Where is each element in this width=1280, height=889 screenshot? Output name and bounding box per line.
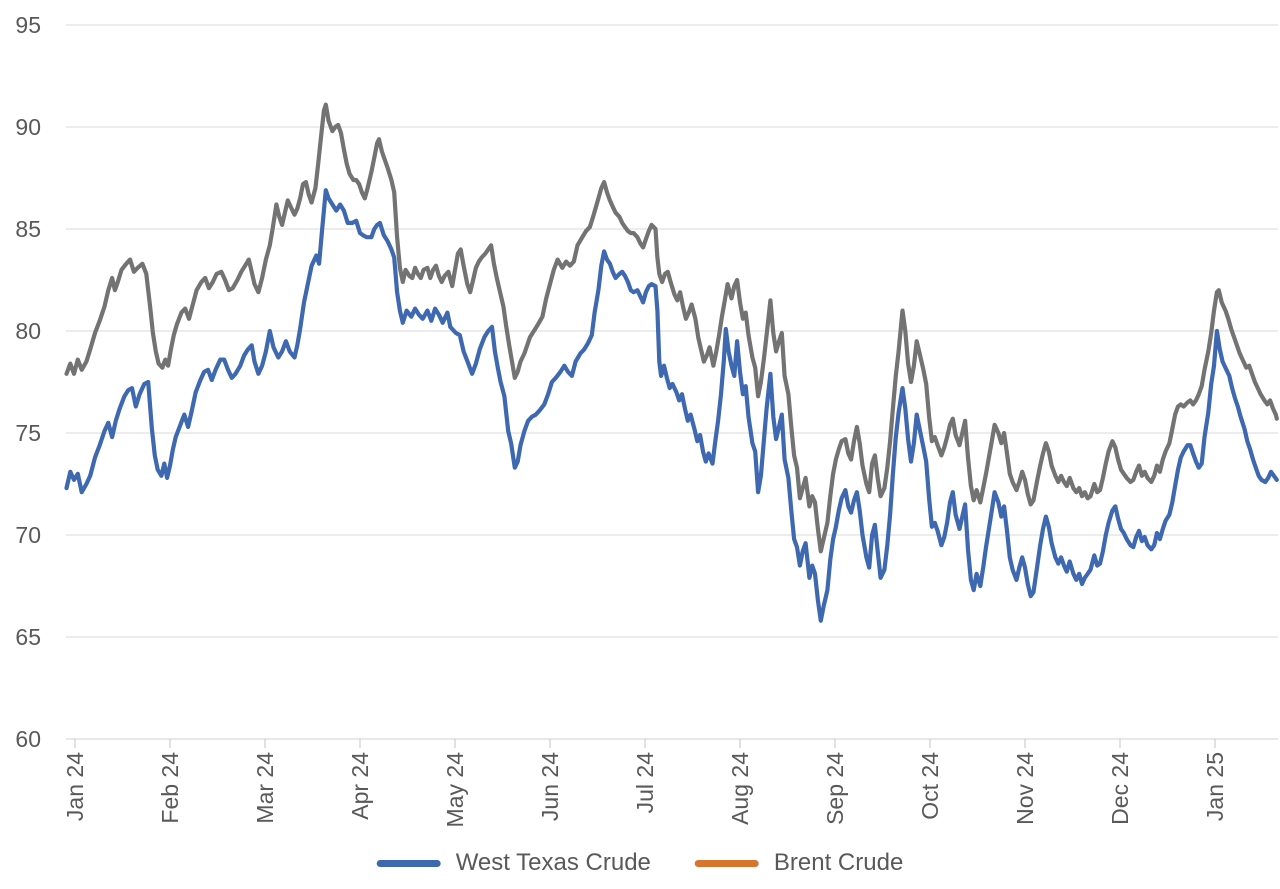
brent-crude-legend-swatch xyxy=(694,859,759,867)
west-texas-crude-line xyxy=(64,188,1279,623)
legend: West Texas Crude Brent Crude xyxy=(376,849,904,877)
x-axis-label-sep-24: Sep 24 xyxy=(822,752,848,825)
x-axis-label-mar-24: Mar 24 xyxy=(252,752,278,824)
x-axis-label-dec-24: Dec 24 xyxy=(1107,752,1133,825)
y-axis-label-60: 60 xyxy=(15,726,41,752)
brent-crude-line xyxy=(64,102,1279,554)
x-axis-ticks xyxy=(74,739,1216,748)
x-axis-label-jan-25: Jan 25 xyxy=(1202,752,1228,821)
brent-crude-legend-label: Brent Crude xyxy=(773,849,904,876)
legend-item-brent-crude: Brent Crude xyxy=(694,849,904,877)
x-axis-label-jun-24: Jun 24 xyxy=(537,752,563,821)
y-axis-label-65: 65 xyxy=(15,624,41,650)
y-axis-label-95: 95 xyxy=(15,12,41,38)
x-axis-label-nov-24: Nov 24 xyxy=(1012,752,1038,825)
y-axis-label-80: 80 xyxy=(15,318,41,344)
x-axis-labels: Jan 24 Feb 24 Mar 24 Apr 24 May 24 Jun 24 Jul … xyxy=(62,752,1228,828)
x-axis-label-may-24: May 24 xyxy=(442,752,468,828)
x-axis-label-oct-24: Oct 24 xyxy=(917,752,943,820)
x-axis-label-jan-24: Jan 24 xyxy=(62,752,88,821)
y-axis-label-70: 70 xyxy=(15,522,41,548)
x-axis-label-feb-24: Feb 24 xyxy=(157,752,183,824)
legend-item-west-texas-crude: West Texas Crude xyxy=(376,849,651,877)
y-axis-label-75: 75 xyxy=(15,420,41,446)
west-texas-crude-legend-swatch xyxy=(376,859,441,867)
y-axis-labels: 60 65 70 75 80 85 90 95 xyxy=(15,12,41,752)
y-axis-label-85: 85 xyxy=(15,216,41,242)
x-axis-label-apr-24: Apr 24 xyxy=(347,752,373,820)
x-axis-label-aug-24: Aug 24 xyxy=(727,752,753,825)
west-texas-crude-legend-label: West Texas Crude xyxy=(455,849,651,876)
y-axis-label-90: 90 xyxy=(15,114,41,140)
x-axis-label-jul-24: Jul 24 xyxy=(632,752,658,814)
